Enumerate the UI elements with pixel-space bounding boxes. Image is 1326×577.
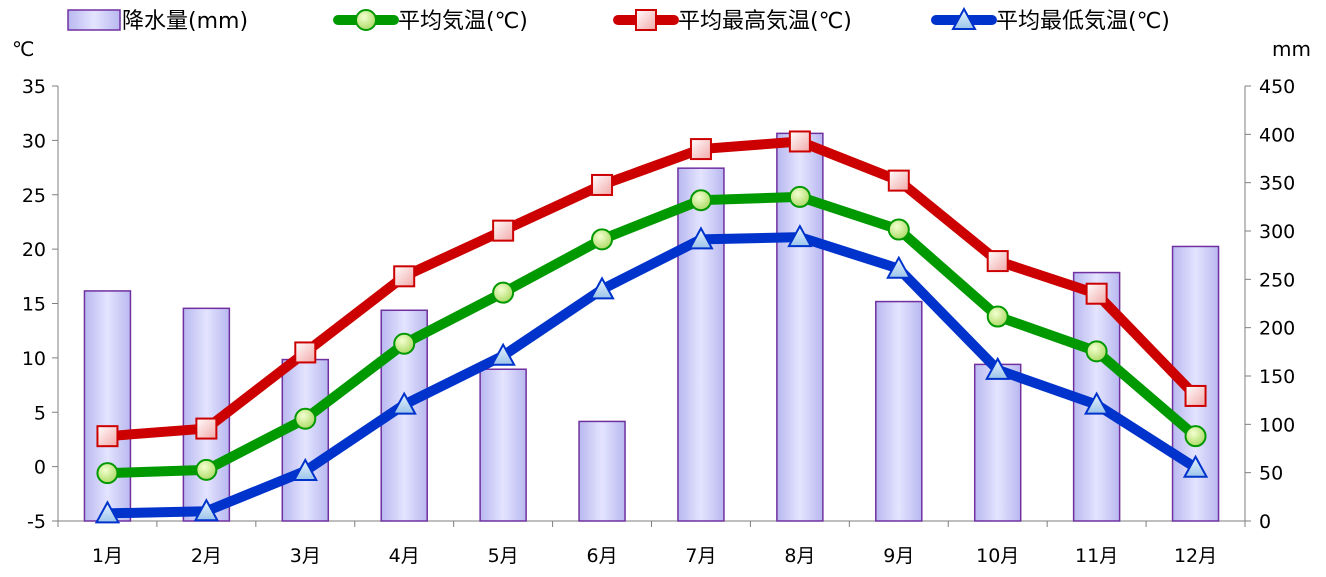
- series-marker-square: [393, 265, 416, 288]
- series-marker-triangle: [1083, 391, 1110, 415]
- series-marker-circle: [393, 332, 416, 355]
- right-tick-label: 200: [1259, 318, 1295, 340]
- series-marker-circle: [492, 281, 515, 304]
- series-marker-triangle: [490, 342, 516, 366]
- series-marker-triangle: [193, 498, 220, 522]
- legend-label: 平均最低気温(℃): [996, 9, 1170, 34]
- left-tick-label: 20: [22, 239, 46, 261]
- x-tick-label: 4月: [389, 545, 420, 567]
- series-marker-square: [195, 417, 218, 440]
- x-tick-label: 12月: [1174, 545, 1217, 567]
- series-marker-square: [492, 219, 515, 242]
- right-tick-label: 0: [1259, 511, 1271, 533]
- precipitation-bar: [677, 167, 725, 522]
- right-tick-label: 150: [1259, 366, 1295, 388]
- left-tick-label: 35: [22, 76, 46, 98]
- precipitation-bars: [83, 132, 1220, 522]
- series-line-square: [102, 136, 1201, 442]
- left-tick-label: 15: [22, 294, 46, 316]
- x-tick-label: 5月: [488, 545, 519, 567]
- right-tick-label: 100: [1259, 414, 1295, 436]
- left-tick-label: 10: [22, 348, 46, 370]
- right-tick-label: 400: [1259, 124, 1295, 146]
- series-marker-triangle: [787, 224, 813, 248]
- legend-label: 平均最高気温(℃): [678, 9, 852, 34]
- legend-marker-square: [635, 9, 657, 31]
- series-marker-square: [788, 130, 811, 153]
- series-marker-circle: [788, 185, 811, 208]
- series-marker-triangle: [292, 457, 318, 481]
- x-tick-label: 10月: [976, 545, 1019, 567]
- series-marker-square: [591, 173, 614, 196]
- series-marker-triangle: [886, 255, 912, 279]
- left-tick-label: 30: [22, 130, 46, 152]
- series-marker-square: [294, 341, 317, 364]
- series-marker-circle: [1184, 425, 1207, 448]
- x-tick-label: 3月: [290, 545, 321, 567]
- series-marker-triangle: [1182, 454, 1209, 478]
- precipitation-bar: [281, 358, 330, 522]
- right-tick-label: 450: [1259, 76, 1295, 98]
- axes: -505101520253035050100150200250300350400…: [12, 37, 1311, 567]
- series-marker-square: [1184, 384, 1207, 407]
- precipitation-bar: [578, 420, 626, 522]
- precipitation-bar: [83, 290, 132, 522]
- series-line-circle: [102, 191, 1201, 479]
- left-tick-label: 25: [22, 185, 46, 207]
- left-tick-label: -5: [27, 511, 46, 533]
- right-tick-label: 350: [1259, 173, 1295, 195]
- series-marker-square: [96, 425, 119, 448]
- legend-label: 平均気温(℃): [398, 9, 528, 34]
- left-axis-unit: ℃: [12, 37, 34, 61]
- x-tick-label: 1月: [92, 545, 123, 567]
- left-tick-label: 5: [34, 402, 46, 424]
- precipitation-bar: [973, 363, 1022, 522]
- series-marker-square: [887, 169, 910, 192]
- x-tick-label: 8月: [784, 545, 815, 567]
- precipitation-bar: [479, 368, 527, 522]
- right-tick-label: 300: [1259, 221, 1295, 243]
- legend-bar-swatch: [67, 9, 121, 31]
- series-marker-square: [689, 138, 712, 161]
- temperature-markers: [94, 130, 1209, 524]
- series-marker-circle: [195, 458, 218, 481]
- series-marker-square: [986, 250, 1009, 273]
- series-marker-triangle: [391, 391, 417, 415]
- series-marker-triangle: [589, 276, 615, 300]
- x-tick-label: 6月: [586, 545, 617, 567]
- series-marker-triangle: [985, 356, 1011, 380]
- series-marker-circle: [591, 228, 614, 251]
- right-tick-label: 50: [1259, 463, 1283, 485]
- series-marker-triangle: [94, 500, 121, 524]
- series-marker-triangle: [688, 226, 714, 250]
- series-marker-circle: [294, 407, 317, 430]
- series-marker-circle: [887, 218, 910, 241]
- legend-marker-triangle: [951, 6, 977, 30]
- temperature-lines: [102, 136, 1201, 519]
- left-tick-label: 0: [34, 457, 46, 479]
- series-line-triangle: [102, 232, 1201, 519]
- series-marker-circle: [986, 305, 1009, 328]
- series-marker-circle: [96, 462, 119, 485]
- x-tick-label: 7月: [685, 545, 716, 567]
- x-tick-label: 9月: [883, 545, 914, 567]
- x-tick-label: 11月: [1075, 545, 1118, 567]
- series-marker-circle: [689, 189, 712, 212]
- legend-label: 降水量(mm): [122, 9, 248, 34]
- x-tick-label: 2月: [191, 545, 222, 567]
- series-marker-circle: [1085, 340, 1108, 363]
- right-axis-unit: mm: [1272, 37, 1311, 61]
- right-tick-label: 250: [1259, 269, 1295, 291]
- legend: 降水量(mm) 平均気温(℃) 平均最高気温(℃) 平均最低気温(℃): [67, 6, 1170, 34]
- legend-marker-circle: [355, 9, 377, 31]
- series-marker-square: [1085, 282, 1108, 305]
- precipitation-bar: [875, 300, 923, 522]
